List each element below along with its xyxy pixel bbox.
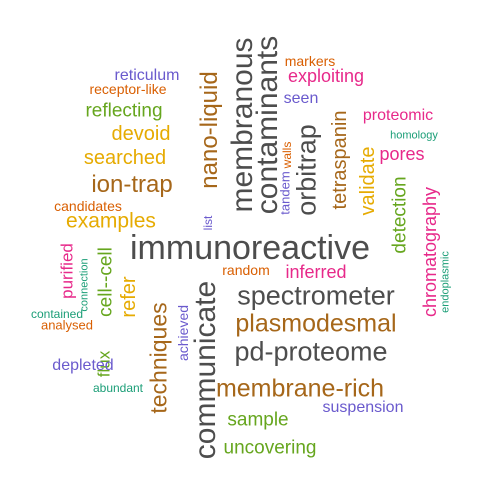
word-homology: homology [390,129,438,142]
word-tetraspanin: tetraspanin [329,110,351,210]
word-orbitrap: orbitrap [291,124,322,216]
word-candidates: candidates [54,198,122,214]
word-exploiting: exploiting [287,66,365,86]
word-pores: pores [379,144,425,164]
word-inferred: inferred [285,262,347,282]
word-spectrometer: spectrometer [237,280,395,311]
word-list: list [201,215,215,231]
word-reflecting: reflecting [85,100,163,122]
word-examples: examples [66,209,156,233]
word-endoplasmic: endoplasmic [439,251,452,313]
word-markers: markers [284,53,336,69]
word-tandem: tandem [277,171,293,215]
word-random: random [222,262,270,278]
word-purified: purified [57,243,77,299]
word-proteomic: proteomic [362,107,434,124]
word-refer: refer [118,276,140,318]
word-nano-liquid: nano-liquid [196,71,223,189]
word-techniques: techniques [145,302,172,414]
word-cell-cell: cell--cell [95,247,117,317]
word-validate: validate [357,146,379,216]
word-devoid: devoid [111,123,171,145]
word-abundant: abundant [92,381,144,395]
word-receptor-like: receptor-like [89,81,167,97]
word-uncovering: uncovering [223,437,317,459]
word-pd-proteome: pd-proteome [234,336,388,367]
word-communicate: communicate [189,280,222,460]
word-connection: connection [78,258,91,312]
word-reticulum: reticulum [114,67,180,84]
word-contained: contained [30,307,84,321]
word-immunoreactive: immunoreactive [130,229,370,267]
word-searched: searched [83,147,167,169]
word-analysed: analysed [40,317,94,333]
word-ion-trap: ion-trap [91,171,173,198]
word-chromatography: chromatography [420,186,440,318]
word-sample: sample [227,409,289,431]
word-suspension: suspension [322,399,404,416]
word-membranous: membranous [226,37,259,213]
word-plasmodesmal: plasmodesmal [235,309,397,338]
word-membrane-rich: membrane-rich [215,374,385,403]
word-achieved: achieved [175,304,191,362]
word-seen: seen [283,90,319,107]
word-walls: walls [280,141,294,169]
word-detection: detection [389,176,411,254]
word-depleted: depleted [52,357,114,374]
